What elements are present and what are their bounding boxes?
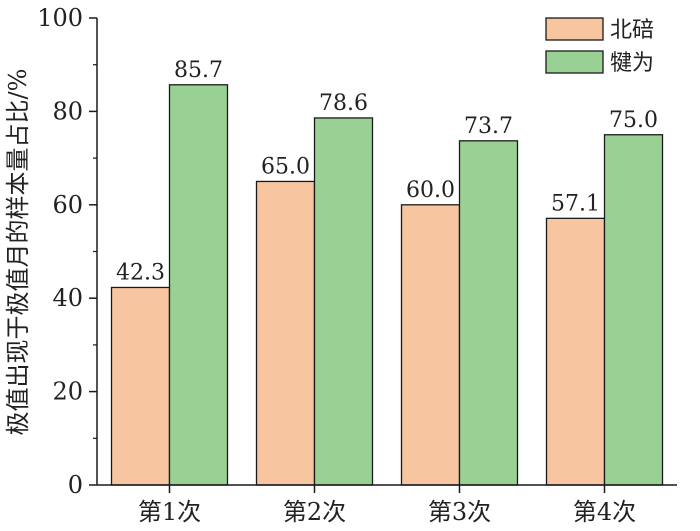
bar-beibei-4 bbox=[545, 217, 606, 486]
bar-beibei-1 bbox=[110, 286, 171, 486]
legend-label-qianwei: 犍为 bbox=[610, 51, 654, 76]
y-axis-title: 极值出现于极值月的样本量占比/% bbox=[4, 69, 32, 436]
bar-qianwei-1 bbox=[168, 84, 229, 486]
y-tick-label-80: 80 bbox=[52, 97, 83, 125]
bar-qianwei-2 bbox=[313, 117, 374, 486]
data-label-qianwei-2: 78.6 bbox=[319, 91, 368, 116]
y-axis: 0 20 40 60 80 100 bbox=[37, 4, 98, 499]
bar-beibei-3 bbox=[400, 204, 461, 486]
legend-label-beibei: 北碚 bbox=[610, 18, 654, 43]
legend-swatch-beibei bbox=[545, 17, 604, 41]
y-tick-label-60: 60 bbox=[52, 191, 83, 219]
y-tick-label-0: 0 bbox=[68, 471, 83, 499]
x-tick-label-4: 第4次 bbox=[573, 498, 636, 526]
bar-beibei-2 bbox=[255, 180, 316, 486]
data-label-beibei-4: 57.1 bbox=[551, 191, 600, 216]
data-label-beibei-2: 65.0 bbox=[261, 154, 310, 179]
data-label-beibei-3: 60.0 bbox=[406, 178, 455, 203]
x-axis: 第1次 第2次 第3次 第4次 bbox=[97, 484, 677, 526]
bar-qianwei-3 bbox=[458, 140, 519, 486]
x-tick-label-3: 第3次 bbox=[428, 498, 491, 526]
data-label-beibei-1: 42.3 bbox=[116, 260, 165, 285]
bar-qianwei-4 bbox=[603, 134, 664, 486]
plot-area: 42.3 85.7 65.0 78.6 60.0 73.7 57.1 75.0 bbox=[110, 58, 664, 486]
x-tick-label-1: 第1次 bbox=[138, 498, 201, 526]
data-label-qianwei-4: 75.0 bbox=[609, 108, 658, 133]
data-label-qianwei-3: 73.7 bbox=[464, 114, 513, 139]
data-label-qianwei-1: 85.7 bbox=[174, 58, 223, 83]
y-tick-label-20: 20 bbox=[52, 378, 83, 406]
legend-swatch-qianwei bbox=[545, 50, 604, 74]
y-tick-label-100: 100 bbox=[37, 4, 83, 32]
y-tick-label-40: 40 bbox=[52, 284, 83, 312]
x-tick-label-2: 第2次 bbox=[283, 498, 346, 526]
